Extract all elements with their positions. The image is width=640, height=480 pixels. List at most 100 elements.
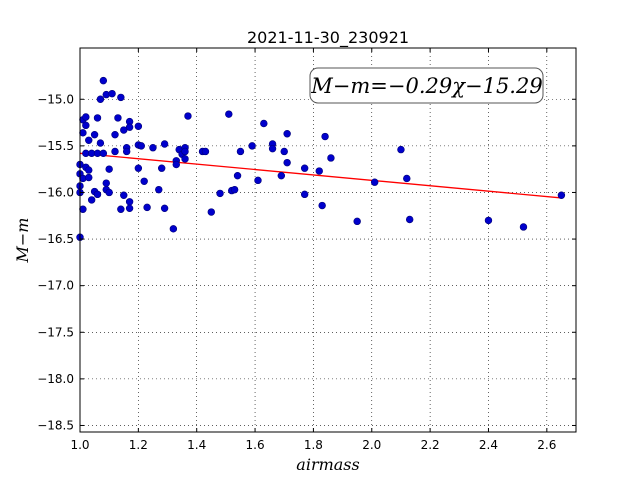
x-tick-label: 1.8 (304, 438, 323, 452)
data-point (327, 154, 335, 162)
x-tick-label: 2.2 (421, 438, 440, 452)
ticks-layer (79, 48, 576, 432)
data-point (117, 205, 125, 213)
data-point (233, 171, 242, 180)
data-point (105, 165, 113, 173)
fit-line (79, 152, 562, 199)
data-point (134, 122, 143, 130)
data-point (315, 167, 323, 175)
y-tick-labels: −15.0 −15.5 −16.0 −16.5 −17.0 −17.5 −18.0 −18.5 (37, 92, 74, 432)
data-point (248, 142, 256, 150)
data-point (236, 147, 245, 156)
data-point (181, 147, 189, 156)
data-point (143, 203, 151, 212)
data-point (90, 130, 99, 139)
y-tick-label: −18.0 (37, 372, 74, 386)
data-point (120, 191, 128, 199)
data-point (277, 171, 286, 180)
data-point (93, 190, 102, 199)
data-point (370, 178, 379, 186)
points-layer (76, 76, 566, 241)
data-point (85, 166, 93, 174)
data-point (207, 208, 215, 216)
data-point (96, 139, 105, 147)
data-point (105, 188, 113, 197)
data-point (108, 89, 116, 98)
data-point (137, 142, 145, 150)
y-tick-label: −15.5 (37, 139, 74, 153)
data-point (155, 185, 163, 194)
data-point (87, 196, 96, 204)
data-point (102, 179, 110, 187)
x-tick-label: 2.0 (362, 438, 381, 452)
data-point (85, 136, 93, 144)
y-tick-label: −17.5 (37, 325, 74, 339)
data-point (169, 225, 178, 233)
annotation-box (309, 67, 544, 104)
data-point (321, 132, 329, 141)
data-point (122, 147, 131, 156)
plot-frame (79, 47, 577, 433)
data-point (397, 145, 405, 154)
data-point (125, 123, 134, 131)
data-point (160, 204, 169, 213)
data-point (111, 147, 119, 156)
data-point (82, 121, 90, 130)
data-point (260, 119, 268, 128)
data-point (280, 147, 288, 156)
data-point (184, 112, 192, 120)
data-point (519, 223, 528, 231)
data-point (268, 144, 277, 153)
data-point (484, 216, 493, 225)
data-point (149, 144, 157, 152)
data-point (353, 217, 361, 226)
data-point (254, 176, 262, 185)
y-tick-label: −16.5 (37, 232, 74, 246)
fit-annotation: M−m=−0.29χ−15.29 (309, 67, 544, 104)
x-tick-label: 2.4 (479, 438, 498, 452)
data-point (557, 191, 566, 199)
chart-title: 2021-11-30_230921 (247, 28, 409, 48)
data-point (216, 189, 224, 198)
data-point (230, 185, 239, 194)
data-point (82, 113, 90, 121)
data-point (201, 147, 210, 156)
x-tick-labels: 1.0 1.2 1.4 1.6 1.8 2.0 2.2 2.4 2.6 (70, 438, 556, 452)
data-point (111, 130, 119, 139)
data-point (172, 160, 180, 169)
data-point (134, 164, 143, 172)
data-point (283, 130, 291, 138)
data-point (85, 173, 93, 182)
data-point (125, 198, 134, 206)
y-tick-label: −15.0 (37, 92, 74, 106)
data-point (117, 93, 125, 102)
x-tick-label: 1.0 (70, 438, 89, 452)
data-point (300, 164, 309, 172)
plot-area (80, 48, 576, 432)
data-point (300, 190, 309, 199)
data-point (160, 140, 169, 148)
y-tick-label: −17.0 (37, 279, 74, 293)
data-point (96, 95, 105, 103)
data-point (93, 114, 102, 122)
fit-layer (79, 152, 562, 199)
x-tick-label: 2.6 (537, 438, 556, 452)
data-point (157, 164, 166, 172)
data-point (120, 126, 128, 134)
data-point (140, 177, 148, 185)
data-point (79, 205, 87, 213)
data-point (114, 114, 122, 122)
data-point (225, 110, 233, 118)
x-axis-title: airmass (296, 455, 359, 474)
annotation-text: M−m=−0.29χ−15.29 (310, 74, 542, 98)
data-point (79, 129, 87, 137)
data-point (125, 204, 134, 213)
x-tick-label: 1.6 (246, 438, 265, 452)
y-tick-label: −16.0 (37, 185, 74, 199)
x-tick-label: 1.2 (129, 438, 148, 452)
y-axis-title: M−m (13, 218, 32, 264)
data-point (99, 76, 108, 85)
data-point (283, 158, 291, 167)
data-point (181, 155, 189, 163)
